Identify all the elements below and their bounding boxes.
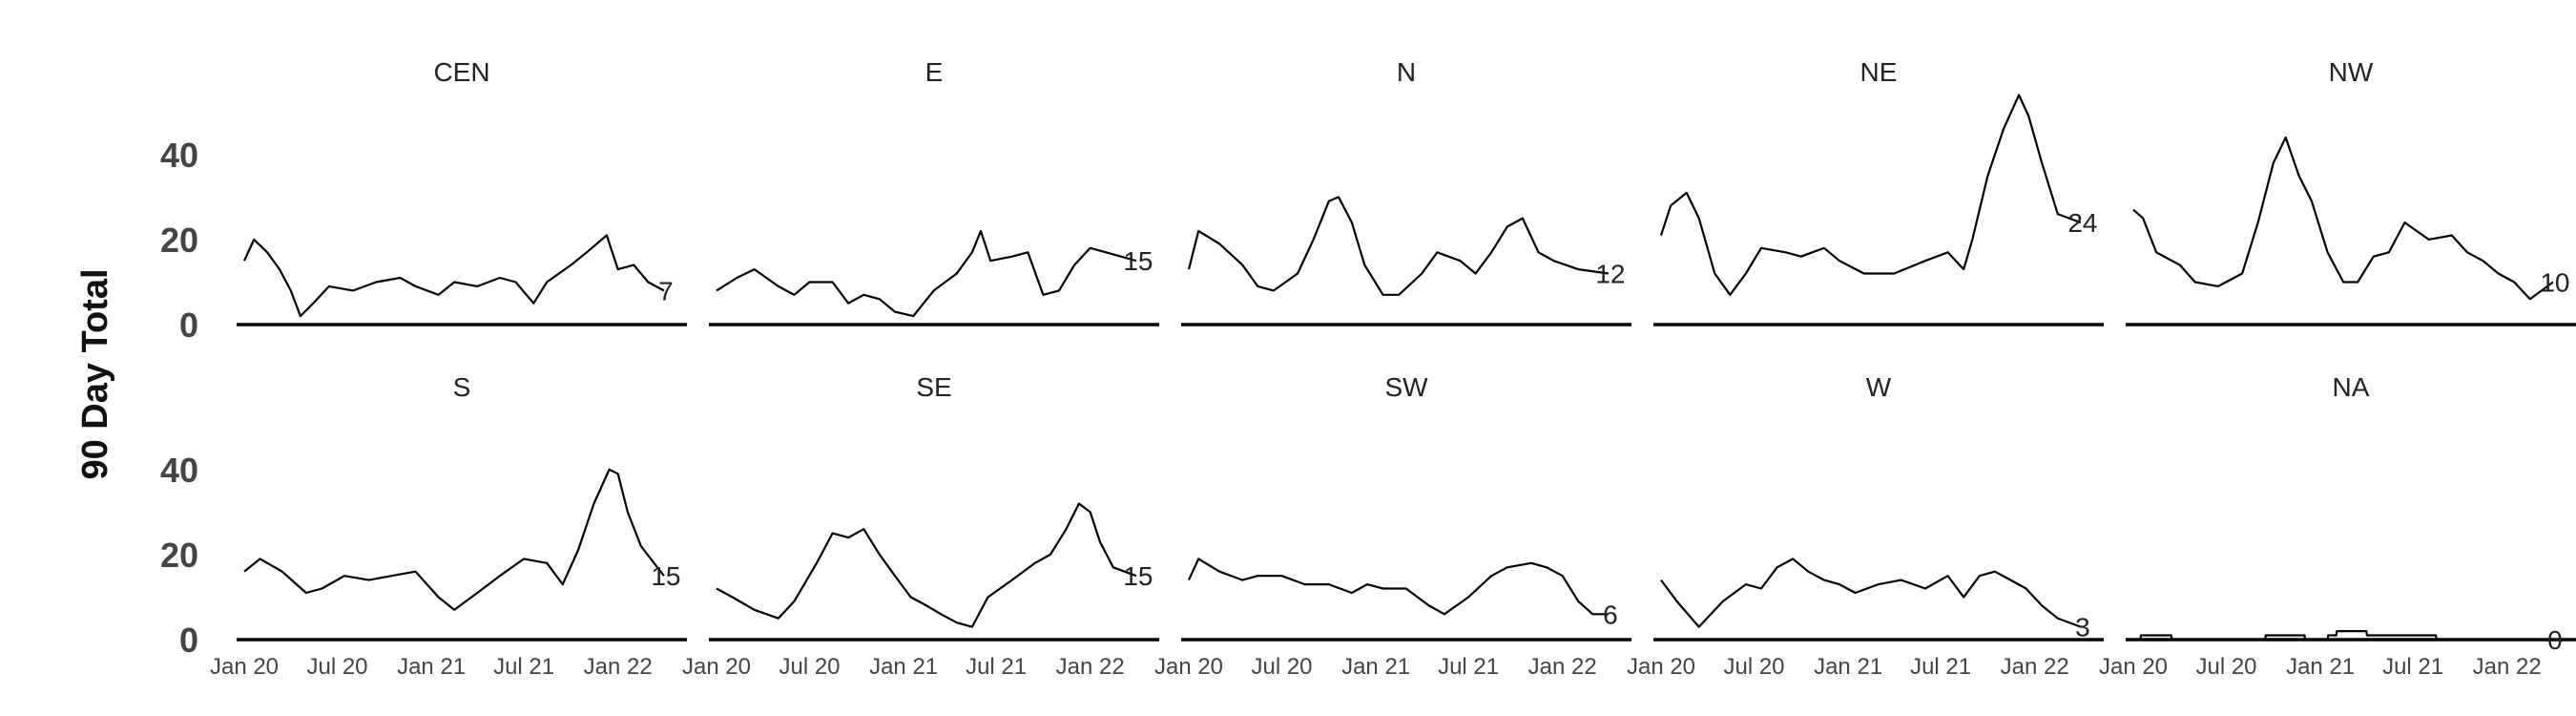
y-tick-label-row2: 0	[179, 621, 198, 660]
panel-se: SE 15 Jan 20 Jul 20 Jan 21 Jul 21 Jan 22	[682, 372, 1159, 680]
x-tick-label: Jan 20	[1154, 654, 1223, 680]
series-line	[2133, 629, 2553, 642]
x-tick-label: Jul 21	[1910, 654, 1971, 680]
x-tick-label: Jan 20	[682, 654, 751, 680]
panels-layer: 0 20 40 0 20 40 CEN 7 E 15 N 12 NE 24 NW 10 S 15 Jan 20 Jul…	[160, 57, 2576, 680]
x-tick-label: Jul 20	[306, 654, 367, 680]
x-tick-label: Jan 21	[869, 654, 938, 680]
end-value-label: 15	[651, 561, 680, 591]
y-tick-label-row2: 40	[160, 451, 198, 490]
x-tick-label: Jul 20	[2195, 654, 2256, 680]
x-tick-label: Jan 21	[1341, 654, 1410, 680]
x-tick-label: Jan 22	[584, 654, 653, 680]
y-tick-label-row1: 40	[160, 136, 198, 175]
series-line	[242, 234, 665, 318]
panel-s: S 15 Jan 20 Jul 20 Jan 21 Jul 21 Jan 22	[210, 372, 687, 680]
panel-na: NA 0 Jan 20 Jul 20 Jan 21 Jul 21 Jan 22	[2099, 372, 2576, 680]
end-value-label: 15	[1123, 246, 1153, 276]
x-tick-label: Jan 20	[1627, 654, 1695, 680]
x-tick-label: Jan 22	[1528, 654, 1597, 680]
panel-title: W	[1866, 372, 1892, 402]
panel-n: N 12	[1181, 57, 1631, 326]
x-tick-label: Jul 21	[966, 654, 1027, 680]
panel-cen: CEN 7	[237, 57, 687, 326]
x-tick-label: Jul 20	[1723, 654, 1784, 680]
panel-e: E 15	[709, 57, 1159, 326]
y-axis-label: 90 Day Total	[75, 268, 115, 479]
end-value-label: 3	[2075, 613, 2090, 642]
panel-sw: SW 6 Jan 20 Jul 20 Jan 21 Jul 21 Jan 22	[1154, 372, 1631, 680]
panel-title: SE	[916, 372, 951, 402]
x-tick-label: Jul 21	[1438, 654, 1499, 680]
panel-title: SW	[1384, 372, 1428, 402]
end-value-label: 24	[2067, 208, 2097, 238]
panel-title: NW	[2329, 57, 2374, 87]
panel-ne: NE 24	[1653, 57, 2104, 326]
panel-title: E	[925, 57, 944, 87]
panel-nw: NW 10	[2126, 57, 2576, 326]
panel-title: N	[1397, 57, 1416, 87]
panel-title: S	[453, 372, 471, 402]
y-tick-label-row1: 0	[179, 305, 198, 345]
panel-title: NA	[2333, 372, 2370, 402]
end-value-label: 10	[2540, 267, 2569, 297]
x-tick-label: Jul 20	[1251, 654, 1312, 680]
series-line	[1188, 558, 1609, 616]
y-tick-label-row2: 20	[160, 536, 198, 575]
series-line	[2132, 136, 2554, 301]
panel-title: CEN	[433, 57, 489, 87]
end-value-label: 0	[2547, 625, 2563, 655]
end-value-label: 7	[658, 276, 674, 305]
series-line	[1660, 558, 2082, 628]
x-tick-label: Jan 21	[1814, 654, 1882, 680]
x-tick-label: Jan 20	[2099, 654, 2168, 680]
x-tick-label: Jan 22	[1056, 654, 1125, 680]
x-tick-label: Jan 20	[210, 654, 279, 680]
end-value-label: 6	[1603, 600, 1618, 629]
y-tick-label-row1: 20	[160, 221, 198, 260]
x-tick-label: Jan 21	[397, 654, 466, 680]
series-line	[243, 468, 665, 611]
series-line	[716, 502, 1137, 628]
series-line	[1187, 196, 1610, 296]
end-value-label: 12	[1595, 260, 1625, 289]
x-tick-label: Jan 22	[2001, 654, 2069, 680]
panel-w: W 3 Jan 20 Jul 20 Jan 21 Jul 21 Jan 22	[1627, 372, 2104, 680]
x-tick-label: Jul 20	[779, 654, 840, 680]
panel-title: NE	[1860, 57, 1898, 87]
x-tick-label: Jul 21	[2382, 654, 2443, 680]
x-tick-label: Jan 22	[2473, 654, 2542, 680]
series-line	[1659, 94, 2082, 296]
x-tick-label: Jul 21	[493, 654, 554, 680]
end-value-label: 15	[1123, 561, 1153, 591]
x-tick-label: Jan 21	[2286, 654, 2355, 680]
series-line	[716, 229, 1137, 318]
